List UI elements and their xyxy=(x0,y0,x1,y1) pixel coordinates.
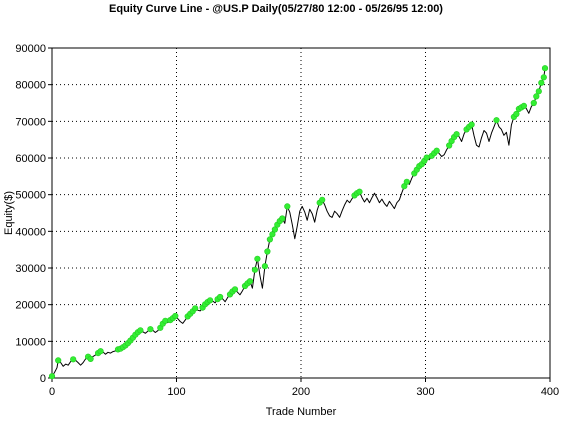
equity-high-marker xyxy=(97,348,104,355)
equity-high-marker xyxy=(192,305,199,312)
equity-high-marker xyxy=(538,79,545,86)
equity-high-marker xyxy=(319,196,326,203)
equity-high-marker xyxy=(231,286,239,293)
y-tick-label: 50000 xyxy=(15,190,46,202)
equity-high-marker xyxy=(271,226,279,233)
equity-high-marker xyxy=(207,297,214,304)
equity-high-marker xyxy=(48,373,56,380)
equity-high-marker xyxy=(279,215,286,222)
equity-high-marker xyxy=(55,357,62,364)
equity-high-marker xyxy=(403,178,410,185)
equity-high-marker xyxy=(246,278,254,285)
x-tick-label: 100 xyxy=(167,386,185,398)
x-tick-label: 0 xyxy=(49,386,55,398)
equity-high-marker xyxy=(172,312,179,320)
equity-high-marker xyxy=(147,326,154,333)
equity-high-marker xyxy=(540,74,547,81)
y-tick-label: 0 xyxy=(40,373,46,385)
equity-high-marker xyxy=(468,121,475,128)
chart-title: Equity Curve Line - @US.P Daily(05/27/80… xyxy=(109,3,443,15)
equity-high-marker xyxy=(251,266,258,273)
x-axis-label: Trade Number xyxy=(266,406,337,418)
equity-high-marker xyxy=(453,131,460,138)
equity-high-marker xyxy=(137,327,144,334)
marker-group xyxy=(48,65,549,380)
y-tick-label: 70000 xyxy=(15,116,46,128)
y-tick-label: 80000 xyxy=(15,80,46,92)
y-tick-label: 90000 xyxy=(15,43,46,55)
grid-lines xyxy=(52,48,550,378)
y-tick-label: 40000 xyxy=(15,226,46,238)
y-axis-label: Equity($) xyxy=(3,191,15,235)
equity-high-marker xyxy=(269,231,276,238)
equity-high-marker xyxy=(284,203,291,210)
x-tick-label: 300 xyxy=(416,386,434,398)
x-tick-label: 400 xyxy=(541,386,559,398)
equity-high-marker xyxy=(520,102,528,109)
equity-high-marker xyxy=(261,263,269,270)
equity-series-line xyxy=(51,68,546,377)
y-tick-label: 20000 xyxy=(15,300,46,312)
equity-high-marker xyxy=(535,88,542,95)
equity-high-marker xyxy=(433,147,440,154)
equity-high-marker xyxy=(356,188,363,195)
equity-high-marker xyxy=(162,317,169,324)
equity-high-marker xyxy=(513,110,520,118)
y-tick-label: 30000 xyxy=(15,263,46,275)
equity-high-marker xyxy=(533,93,540,100)
equity-high-marker xyxy=(87,355,94,363)
equity-high-marker xyxy=(530,99,537,107)
axis-ticks: 0 10000 20000 30000 40000 50000 60000 70000 8000… xyxy=(15,43,559,398)
equity-high-marker xyxy=(264,248,271,255)
y-tick-label: 60000 xyxy=(15,153,46,165)
equity-high-marker xyxy=(217,293,224,301)
equity-high-marker xyxy=(493,117,500,124)
equity-high-marker xyxy=(254,255,261,262)
equity-high-marker xyxy=(266,236,274,243)
y-tick-label: 10000 xyxy=(15,336,46,348)
x-tick-label: 200 xyxy=(292,386,310,398)
equity-high-marker xyxy=(70,356,77,363)
series-line-group xyxy=(51,68,546,377)
equity-high-marker xyxy=(541,65,549,72)
